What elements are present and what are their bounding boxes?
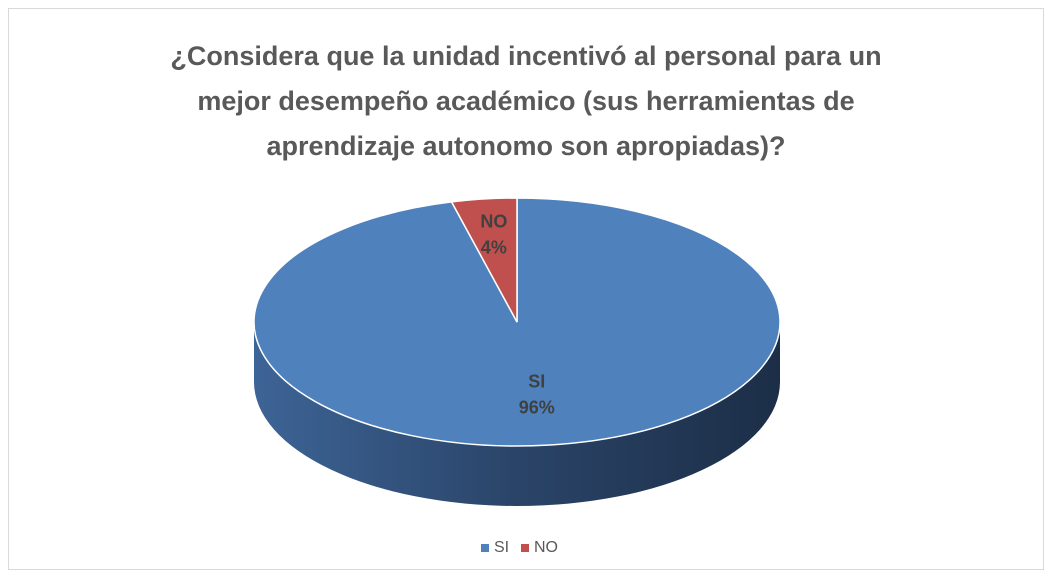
legend-swatch: [481, 544, 489, 552]
data-label-value: 96%: [519, 398, 555, 418]
legend-swatch: [521, 544, 529, 552]
legend-label: NO: [534, 539, 558, 556]
data-label-name: SI: [528, 372, 545, 392]
data-label-value: 4%: [481, 238, 507, 258]
slice: [450, 197, 518, 323]
legend-label: SI: [494, 539, 509, 556]
chart-title: ¿Considera que la unidad incentivó al pe…: [170, 41, 882, 161]
slice: [253, 197, 781, 447]
data-label-name: NO: [480, 212, 507, 232]
slice-side: [254, 322, 780, 506]
